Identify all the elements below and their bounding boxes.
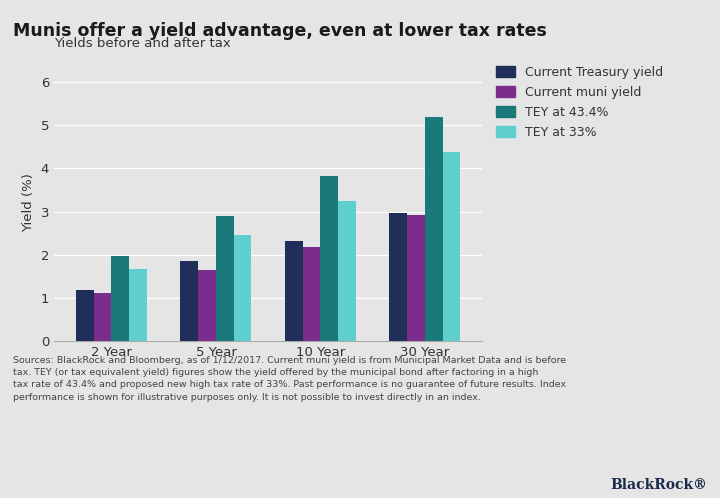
Text: Munis offer a yield advantage, even at lower tax rates: Munis offer a yield advantage, even at l… (13, 22, 546, 40)
Bar (181, 261, 198, 341)
Bar (76, 290, 94, 341)
Bar (320, 176, 338, 341)
Legend: Current Treasury yield, Current muni yield, TEY at 43.4%, TEY at 33%: Current Treasury yield, Current muni yie… (496, 66, 662, 138)
Bar (425, 118, 443, 341)
Bar (443, 152, 461, 341)
Text: Sources: BlackRock and Bloomberg, as of 1/12/2017. Current muni yield is from Mu: Sources: BlackRock and Bloomberg, as of … (13, 356, 566, 401)
Bar (112, 255, 129, 341)
Bar (216, 216, 234, 341)
Bar (285, 242, 302, 341)
Text: BlackRock®: BlackRock® (610, 478, 707, 492)
Bar (408, 215, 425, 341)
Bar (129, 269, 147, 341)
Bar (390, 213, 408, 341)
Bar (94, 293, 112, 341)
Bar (198, 270, 216, 341)
Text: Yields before and after tax: Yields before and after tax (54, 36, 230, 49)
Bar (302, 248, 320, 341)
Bar (338, 201, 356, 341)
Bar (234, 236, 251, 341)
Y-axis label: Yield (%): Yield (%) (22, 173, 35, 233)
